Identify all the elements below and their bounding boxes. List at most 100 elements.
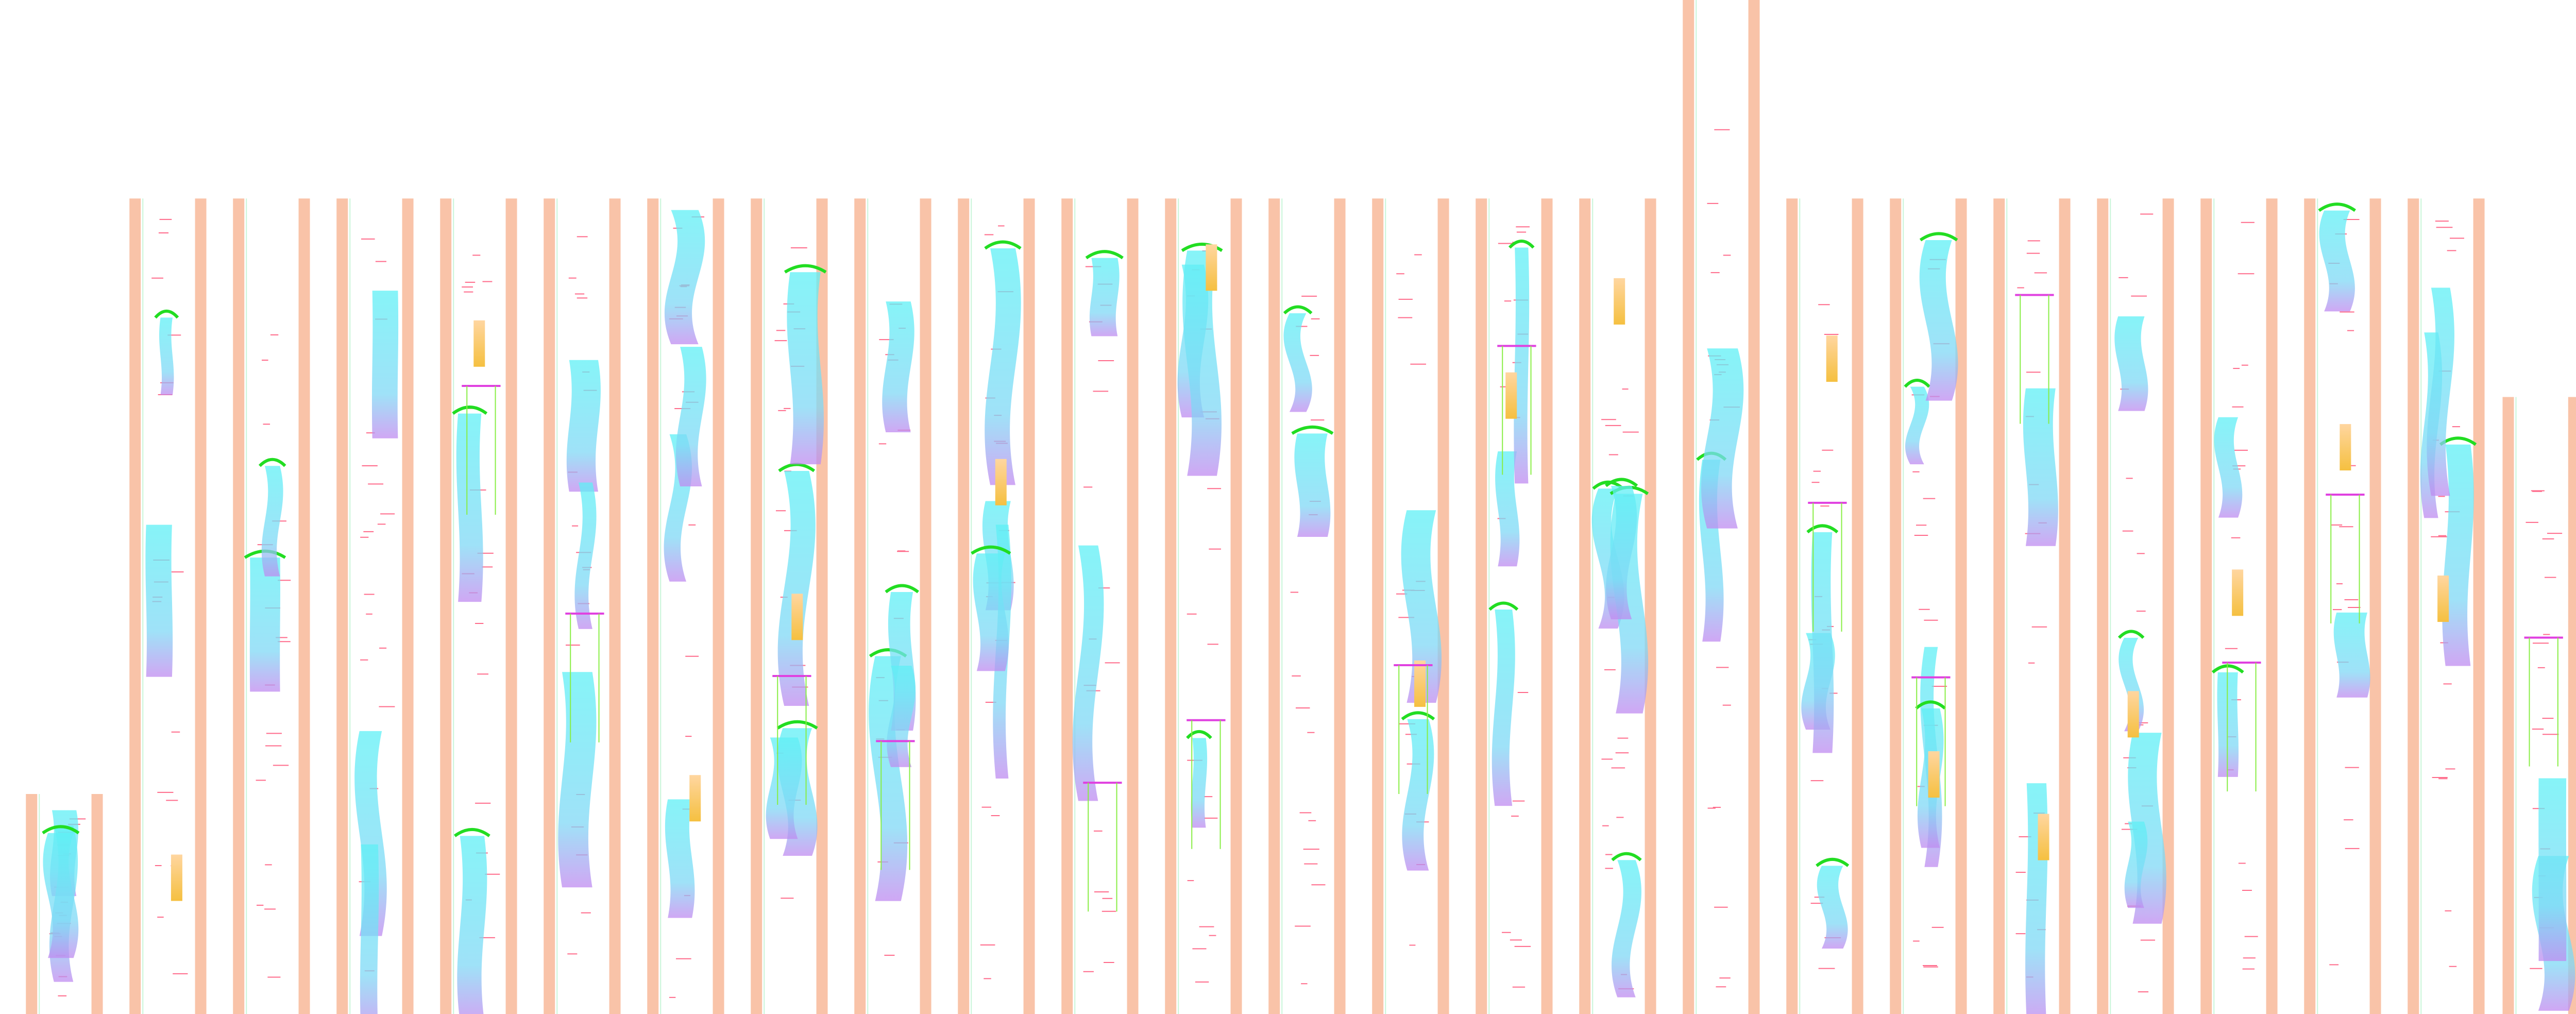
- flow-band: [2124, 821, 2148, 908]
- warm-block: [171, 854, 182, 901]
- green-arc: [971, 545, 1011, 555]
- flow-band: [985, 248, 1021, 485]
- green-arc: [258, 458, 286, 467]
- green-arc: [2318, 202, 2357, 212]
- green-arc: [1611, 852, 1642, 861]
- column-rail: [544, 198, 555, 1014]
- flow-band: [1905, 386, 1929, 465]
- column-rail: [298, 198, 310, 1014]
- flow-band: [249, 557, 280, 692]
- column-rail: [1993, 198, 2005, 1014]
- green-arc: [1186, 730, 1212, 739]
- flow-band: [558, 672, 597, 888]
- flow-band: [665, 799, 695, 918]
- column-rail: [1579, 198, 1591, 1014]
- green-arc: [2211, 664, 2244, 674]
- warm-block: [1414, 660, 1426, 707]
- flow-band: [1514, 247, 1530, 484]
- green-arc: [1915, 700, 1946, 710]
- green-arc: [1605, 478, 1638, 487]
- warm-block: [2127, 691, 2139, 738]
- column-rail: [1955, 198, 1967, 1014]
- warm-block: [689, 775, 701, 822]
- column-rail: [920, 198, 931, 1014]
- column-rail: [1852, 198, 1863, 1014]
- flow-band: [2442, 444, 2474, 666]
- column-rail: [2304, 198, 2316, 1014]
- flow-band: [1492, 610, 1515, 806]
- warm-block: [2038, 814, 2049, 860]
- green-arc: [1816, 858, 1850, 867]
- flow-band: [1495, 451, 1520, 567]
- green-arc: [778, 463, 816, 472]
- column-rail: [2473, 198, 2485, 1014]
- column-rail: [1437, 198, 1449, 1014]
- flow-band: [456, 413, 483, 602]
- flow-band: [1817, 866, 1848, 949]
- column-rail: [1786, 198, 1798, 1014]
- flow-band: [664, 210, 705, 345]
- flow-band: [2538, 778, 2567, 961]
- flow-band: [2023, 388, 2058, 546]
- column-rail: [336, 198, 348, 1014]
- column-rail: [1334, 198, 1346, 1014]
- column-rail: [1541, 198, 1553, 1014]
- green-arc: [784, 264, 827, 274]
- column-rail: [1061, 198, 1073, 1014]
- flow-band: [159, 317, 174, 395]
- warm-block: [2437, 576, 2449, 622]
- green-arc: [885, 584, 919, 594]
- flow-band: [2114, 316, 2148, 411]
- warm-block: [1505, 372, 1517, 419]
- column-rail: [2097, 198, 2109, 1014]
- column-rail: [129, 198, 141, 1014]
- warm-block: [1928, 751, 1940, 798]
- warm-block: [1614, 278, 1625, 325]
- flow-band: [1283, 313, 1312, 412]
- green-arc: [1181, 242, 1223, 252]
- flow-band: [360, 844, 379, 1014]
- flow-band: [1191, 738, 1208, 828]
- column-rail: [26, 794, 38, 1014]
- green-arc: [1904, 379, 1930, 388]
- green-arc: [453, 828, 490, 837]
- green-arc: [1806, 524, 1839, 534]
- flow-band: [2333, 612, 2370, 698]
- column-rail: [751, 198, 762, 1014]
- flow-band: [675, 347, 706, 486]
- flow-band: [777, 470, 816, 706]
- warm-block: [473, 320, 485, 367]
- flow-band: [1919, 240, 1958, 401]
- warm-block: [2340, 424, 2351, 471]
- column-rail: [1645, 198, 1656, 1014]
- column-rail: [2162, 198, 2174, 1014]
- column-rail: [2200, 198, 2212, 1014]
- flow-band: [457, 836, 487, 1014]
- warm-block: [2232, 569, 2244, 616]
- flow-band: [43, 833, 79, 958]
- green-arc: [1401, 711, 1435, 721]
- flow-band: [1182, 250, 1222, 476]
- warm-block: [1826, 335, 1838, 382]
- flow-band: [869, 656, 908, 901]
- green-arc: [452, 405, 488, 415]
- column-rail: [609, 198, 621, 1014]
- warm-block: [995, 459, 1007, 505]
- flow-band: [1089, 258, 1120, 336]
- flow-band: [787, 272, 824, 465]
- flow-band: [1072, 545, 1104, 801]
- column-rail: [647, 198, 659, 1014]
- column-rail: [854, 198, 866, 1014]
- green-arc: [154, 309, 179, 319]
- column-rail: [1165, 198, 1177, 1014]
- column-rail: [2266, 198, 2278, 1014]
- green-arc: [42, 825, 80, 835]
- column-rail: [1268, 198, 1280, 1014]
- column-rail: [2408, 198, 2419, 1014]
- column-rail: [195, 198, 207, 1014]
- flow-band: [145, 525, 173, 677]
- flow-band: [574, 482, 597, 629]
- column-rail: [440, 198, 452, 1014]
